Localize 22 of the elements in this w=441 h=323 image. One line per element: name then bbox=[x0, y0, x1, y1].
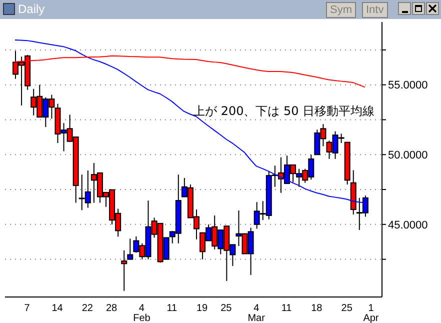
x-tick-label: 7 bbox=[24, 303, 30, 314]
text: Intv bbox=[362, 2, 388, 18]
x-tick-label: 19 bbox=[196, 303, 208, 314]
x-tick-label: 25 bbox=[220, 303, 232, 314]
x-tick-label: 4 Feb bbox=[133, 303, 151, 323]
x-tick-label: 4 Mar bbox=[248, 303, 266, 323]
x-tick-label: 25 bbox=[341, 303, 353, 314]
candlestick bbox=[121, 250, 128, 292]
annotation: 上が 200、下は 50 日移動平均線 bbox=[193, 103, 375, 120]
y-tick-label: 55.0000 bbox=[388, 80, 428, 92]
candlestick bbox=[127, 238, 134, 260]
y-tick-label: 50.0000 bbox=[388, 150, 428, 162]
y-tick-label: 45.0000 bbox=[388, 219, 428, 232]
x-tick-label: 14 bbox=[52, 303, 64, 314]
x-tick-label: 11 bbox=[166, 303, 178, 314]
x-tick-label: 28 bbox=[106, 303, 118, 314]
x-tick-label: 18 bbox=[311, 303, 323, 314]
x-tick-label: 11 bbox=[281, 303, 292, 314]
x-tick-label: 22 bbox=[82, 303, 94, 314]
text: Sym bbox=[326, 2, 356, 18]
x-tick-label: 1 Apr bbox=[363, 303, 380, 323]
chart-title: Daily bbox=[18, 2, 45, 16]
